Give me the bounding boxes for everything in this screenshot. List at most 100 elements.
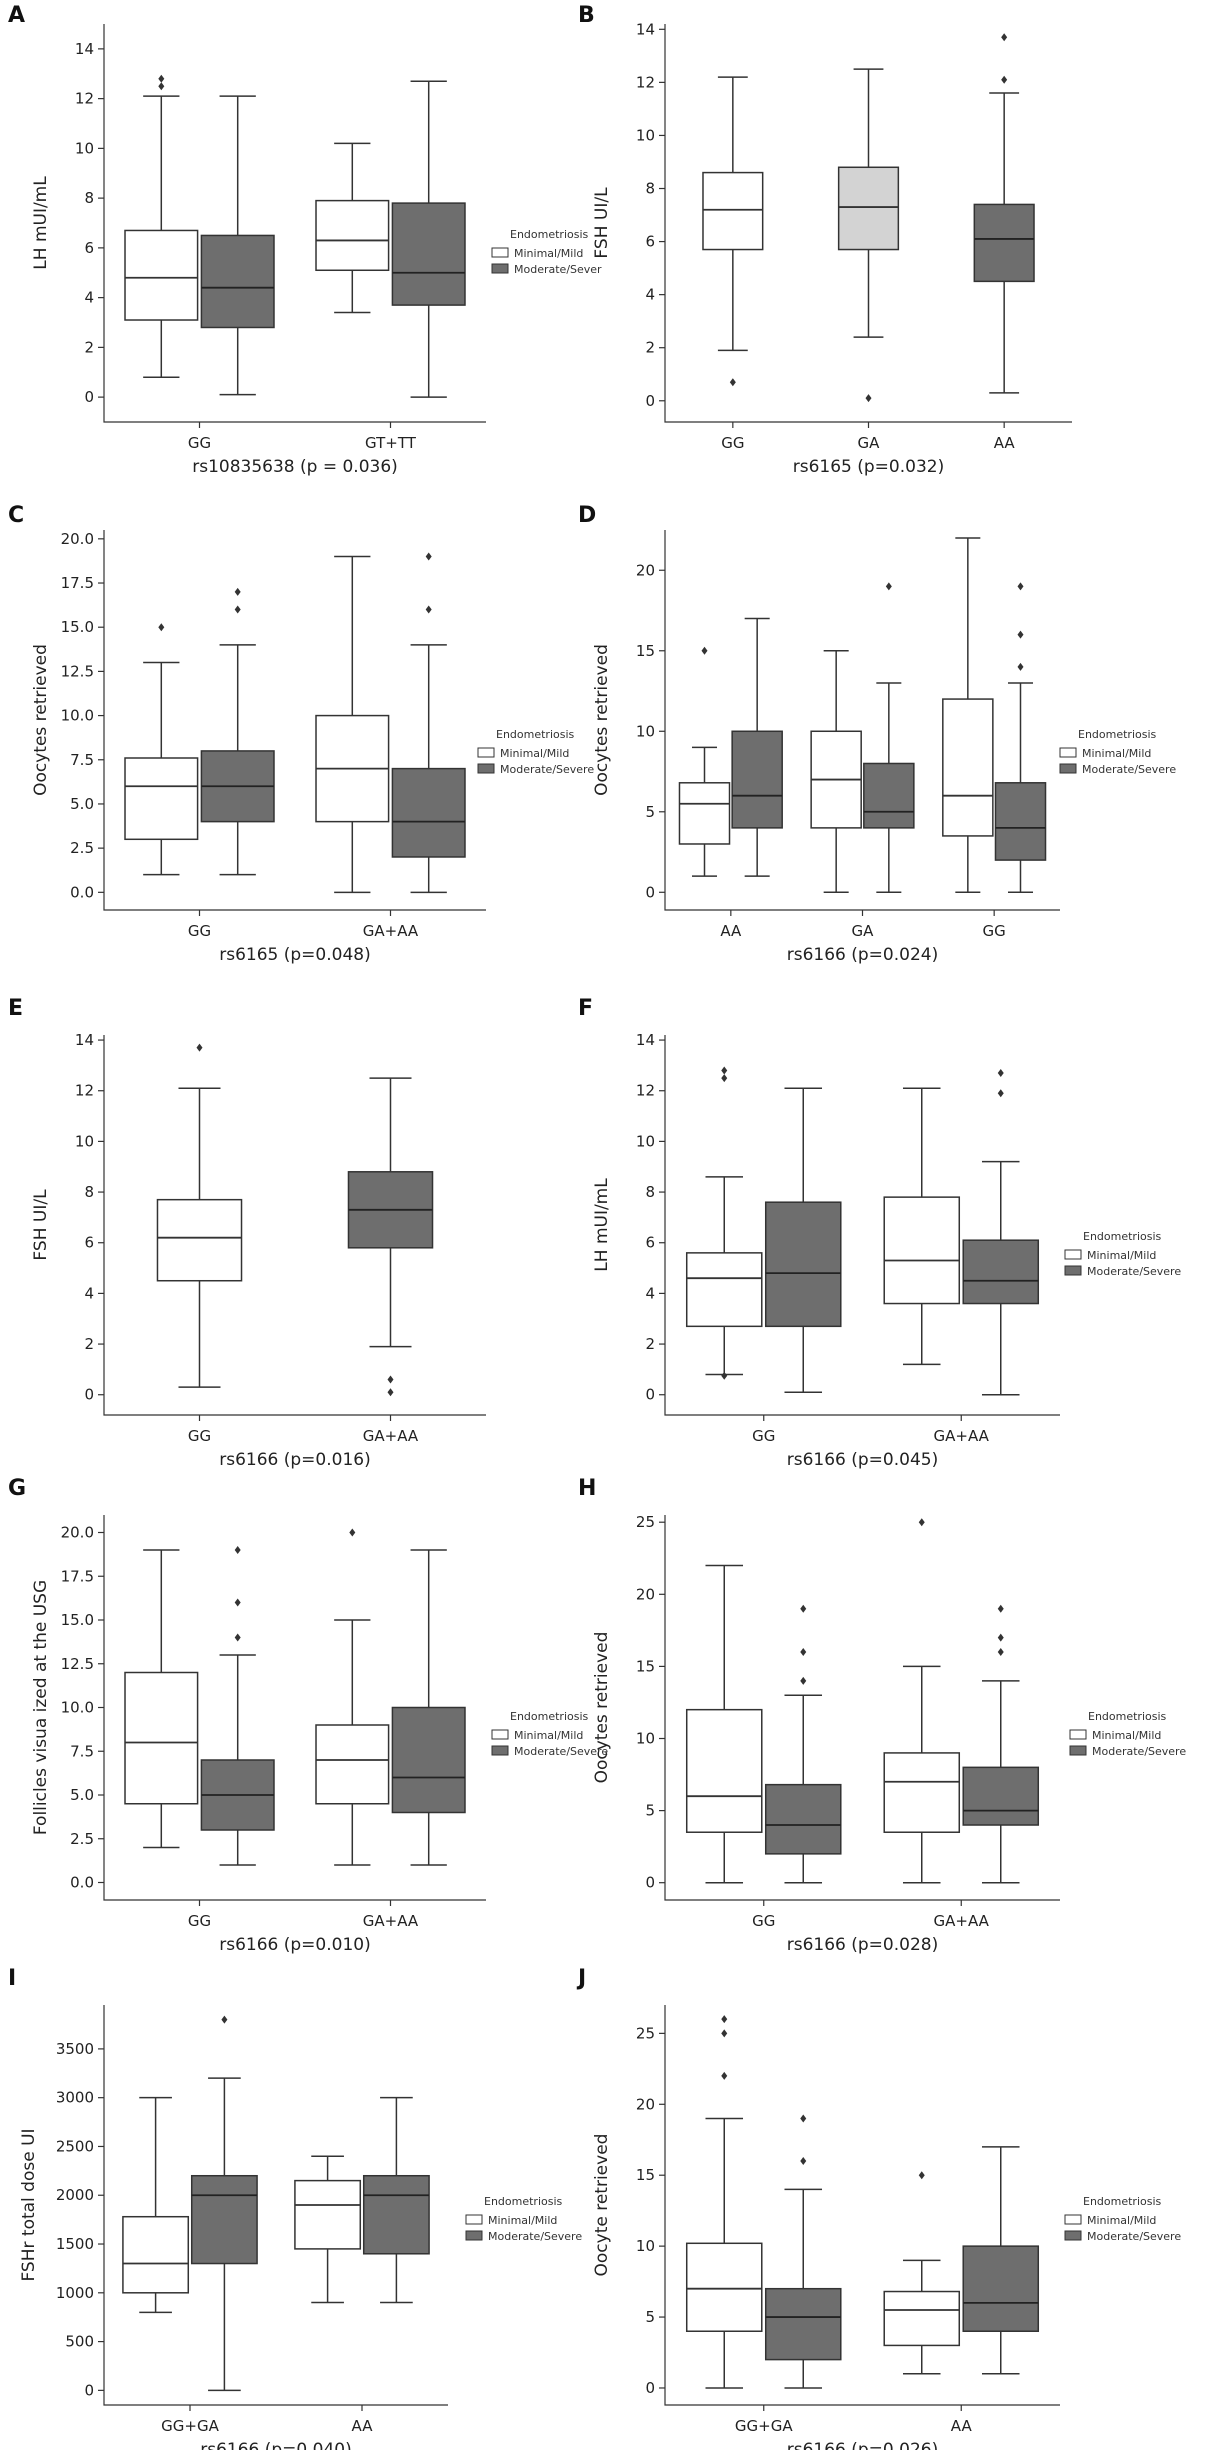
- box-gt-tt-moderate-severe: [391, 80, 466, 398]
- legend-swatch: [491, 1729, 509, 1740]
- box-iqr: [994, 782, 1047, 861]
- y-tick-label: 15: [636, 1657, 655, 1675]
- outlier-point: [425, 605, 432, 614]
- box-iqr: [315, 199, 390, 272]
- axes-spine: [664, 24, 1072, 423]
- axes-spine: [103, 2005, 448, 2406]
- legend: Endometriosis Minimal/Mild Moderate/Severe: [477, 728, 594, 776]
- legend-swatch: [491, 1745, 509, 1756]
- box-gg-moderate-severe: [764, 1604, 842, 1884]
- legend-swatch: [1064, 1265, 1082, 1276]
- x-axis-label: rs6165 (p=0.048): [219, 945, 370, 965]
- x-tick-label: GG: [752, 1912, 775, 1930]
- outlier-point: [997, 1647, 1004, 1656]
- box-iqr: [731, 730, 783, 829]
- y-tick-label: 0: [645, 392, 655, 410]
- box-iqr: [315, 1724, 390, 1805]
- legend-swatch: [1069, 1745, 1087, 1756]
- y-tick-label: 0: [84, 388, 94, 406]
- outlier-point: [1017, 662, 1024, 671]
- y-tick-label: 20: [636, 1585, 655, 1603]
- box-iqr: [685, 1708, 763, 1833]
- legend-swatch: [491, 263, 509, 274]
- x-tick-label: GT+TT: [365, 434, 417, 452]
- y-tick-label: 3500: [56, 2040, 94, 2058]
- outlier-point: [234, 1633, 241, 1642]
- outlier-point: [221, 2015, 228, 2024]
- legend: Endometriosis Minimal/Mild Moderate/Severe: [465, 2195, 582, 2243]
- legend-title: Endometriosis: [1088, 1710, 1167, 1723]
- legend: Endometriosis Minimal/Mild Moderate/Severe: [1064, 2195, 1181, 2243]
- y-tick-label: 25: [636, 2024, 655, 2042]
- box-gg-ga-minimal-mild: [122, 2096, 190, 2314]
- legend-swatch: [1059, 763, 1077, 774]
- y-axis-label: FSHr total dose UI: [19, 2128, 39, 2281]
- y-tick-label: 6: [84, 239, 94, 257]
- x-tick-label: GA: [852, 922, 875, 940]
- box-gg-moderate-severe: [200, 587, 275, 876]
- y-tick-label: 8: [84, 189, 94, 207]
- outlier-point: [800, 1676, 807, 1685]
- outlier-point: [158, 74, 165, 83]
- y-tick-label: 10: [636, 1132, 655, 1150]
- y-tick-label: 7.5: [70, 1742, 94, 1760]
- box-iqr: [764, 1783, 842, 1855]
- x-tick-label: GA+AA: [934, 1427, 990, 1445]
- axes-spine: [103, 530, 486, 911]
- box-ga-aa-minimal-mild: [315, 1528, 390, 1866]
- y-axis-label: Oocytes retrieved: [592, 644, 612, 796]
- y-tick-label: 3000: [56, 2089, 94, 2107]
- y-tick-label: 5.0: [70, 1786, 94, 1804]
- y-tick-label: 2: [84, 338, 94, 356]
- x-tick-label: GG: [188, 1427, 211, 1445]
- panel-b: B 0 2 4 6 8 10 12 14 FSH UI/L GG GA AA rs6165 (p=0.03…: [578, 3, 1072, 477]
- y-axis-label: Follicles visua ized at the USG: [31, 1580, 51, 1835]
- y-tick-label: 12: [636, 1082, 655, 1100]
- legend-entry: Moderate/Severe: [1087, 1265, 1181, 1278]
- legend-entry: Minimal/Mild: [514, 247, 583, 260]
- x-tick-label: GA+AA: [363, 922, 419, 940]
- panel-g: G 0.0 2.5 5.0 7.5 10.0 12.5 15.0 17.5 20.0 Follicl…: [8, 1476, 608, 1955]
- y-tick-label: 12.5: [61, 1655, 94, 1673]
- y-tick-label: 2000: [56, 2186, 94, 2204]
- legend-entry: Moderate/Severe: [1087, 2230, 1181, 2243]
- outlier-point: [721, 1371, 728, 1380]
- outlier-point: [800, 2157, 807, 2166]
- y-tick-label: 0.0: [70, 1874, 94, 1892]
- box-gg-minimal-mild: [942, 537, 994, 894]
- x-tick-label: GA+AA: [363, 1427, 419, 1445]
- y-tick-label: 8: [645, 180, 655, 198]
- y-tick-label: 10: [636, 126, 655, 144]
- y-tick-label: 4: [645, 1284, 655, 1302]
- x-axis-label: rs6166 (p=0.026): [787, 2440, 938, 2450]
- x-tick-label: GG: [983, 922, 1006, 940]
- box-iqr: [391, 202, 466, 306]
- box-iqr: [764, 2287, 842, 2361]
- outlier-point: [196, 1043, 203, 1052]
- legend-entry: Minimal/Mild: [488, 2214, 557, 2227]
- legend-title: Endometriosis: [1083, 1230, 1162, 1243]
- outlier-point: [158, 623, 165, 632]
- panel-letter: D: [578, 503, 596, 528]
- x-tick-label: GG: [188, 434, 211, 452]
- outlier-point: [1001, 75, 1008, 84]
- y-tick-label: 5: [645, 1802, 655, 1820]
- outlier-point: [997, 1089, 1004, 1098]
- y-tick-label: 4: [645, 286, 655, 304]
- outlier-point: [800, 2114, 807, 2123]
- box-iqr: [156, 1198, 243, 1282]
- y-tick-label: 14: [75, 1031, 94, 1049]
- box-gg-rs6165: [702, 76, 764, 387]
- x-axis-label: rs6166 (p=0.016): [219, 1450, 370, 1470]
- x-axis-label: rs6166 (p=0.010): [219, 1935, 370, 1955]
- y-axis-label: FSH UI/L: [31, 1189, 51, 1261]
- y-tick-label: 12.5: [61, 662, 94, 680]
- legend-title: Endometriosis: [496, 728, 575, 741]
- outlier-point: [721, 1066, 728, 1075]
- y-tick-label: 12: [75, 90, 94, 108]
- y-tick-label: 10: [75, 139, 94, 157]
- legend: Endometriosis Minimal/Mild Moderate/Severe: [1059, 728, 1176, 776]
- outlier-point: [997, 1604, 1004, 1613]
- x-tick-label: AA: [951, 2417, 973, 2435]
- box-iqr: [124, 757, 199, 841]
